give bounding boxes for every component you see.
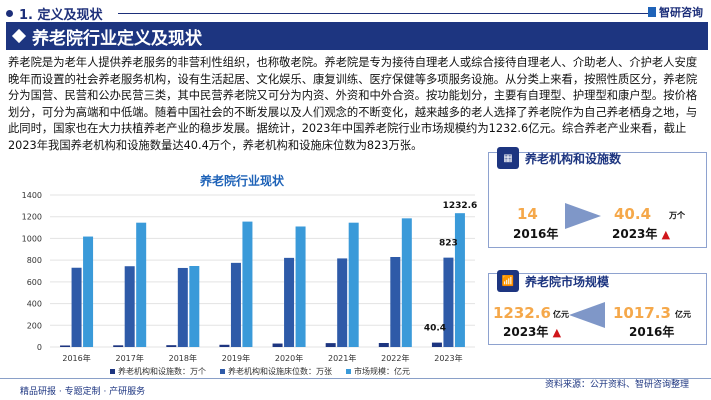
legend-label: 养老机构和设施数：万个 bbox=[118, 366, 206, 376]
to-unit: 万个 bbox=[669, 211, 685, 220]
brand-name: 智研咨询 bbox=[659, 6, 703, 19]
bar bbox=[166, 345, 177, 347]
divider bbox=[118, 13, 648, 14]
up-arrow-icon: ▲ bbox=[661, 228, 671, 241]
legend-label: 市场规模：亿元 bbox=[354, 366, 410, 376]
to-value: 1232.6 bbox=[493, 304, 551, 322]
intro-paragraph: 养老院是为老年人提供养老服务的非营利性组织，也称敬老院。养老院是专为接待自理老人… bbox=[8, 56, 698, 152]
x-tick-label: 2018年 bbox=[169, 353, 197, 363]
card-title: 养老机构和设施数 bbox=[525, 151, 622, 166]
bar bbox=[443, 257, 454, 347]
section-heading: 1. 定义及现状 bbox=[6, 4, 103, 23]
source-note: 资料来源：公开资料、智研咨询整理 bbox=[545, 380, 690, 390]
arrow-left-icon bbox=[569, 302, 605, 328]
to-unit: 亿元 bbox=[553, 310, 569, 319]
x-tick-label: 2019年 bbox=[222, 353, 250, 363]
bar bbox=[348, 222, 359, 347]
legend-label: 养老机构和设施床位数：万张 bbox=[228, 366, 332, 376]
x-tick-label: 2023年 bbox=[434, 353, 462, 363]
bar bbox=[454, 213, 465, 347]
x-tick-label: 2020年 bbox=[275, 353, 303, 363]
to-value: 40.4 bbox=[614, 205, 652, 223]
title-bar: 养老院行业定义及现状 bbox=[6, 22, 708, 50]
chart-icon: 📶 bbox=[497, 270, 519, 292]
bar bbox=[337, 258, 348, 347]
page-title: 养老院行业定义及现状 bbox=[32, 28, 202, 49]
brand-logo: 智研咨询 bbox=[648, 4, 703, 20]
diamond-icon bbox=[11, 28, 27, 44]
x-tick-label: 2016年 bbox=[62, 353, 90, 363]
bar bbox=[272, 343, 283, 347]
x-tick-label: 2017年 bbox=[116, 353, 144, 363]
bar bbox=[71, 267, 82, 347]
logo-icon bbox=[648, 7, 656, 17]
bar bbox=[325, 343, 336, 347]
bar bbox=[295, 226, 306, 347]
y-tick-label: 1200 bbox=[22, 213, 42, 222]
card-market-size: 📶 养老院市场规模 1232.6 亿元 2023年 ▲ 1017.3 亿元 201… bbox=[488, 270, 707, 345]
y-tick-label: 1000 bbox=[22, 234, 42, 243]
y-tick-label: 600 bbox=[27, 278, 42, 287]
legend-swatch bbox=[220, 369, 225, 374]
bar bbox=[136, 222, 147, 347]
to-year: 2023年 bbox=[503, 325, 549, 339]
legend-swatch bbox=[346, 369, 351, 374]
data-label: 40.4 bbox=[424, 324, 446, 334]
footer-line bbox=[0, 378, 711, 379]
from-value: 1017.3 bbox=[613, 304, 671, 322]
building-icon: ▦ bbox=[497, 147, 519, 169]
chart-title: 养老院行业现状 bbox=[200, 174, 285, 188]
bar bbox=[390, 256, 401, 347]
bar bbox=[284, 257, 295, 347]
bar bbox=[113, 345, 124, 347]
bullet-icon bbox=[6, 10, 13, 17]
arrow-right-icon bbox=[565, 203, 601, 229]
bar bbox=[378, 342, 389, 347]
bar bbox=[60, 345, 71, 347]
bar bbox=[124, 266, 135, 347]
y-tick-label: 800 bbox=[27, 256, 42, 265]
legend-swatch bbox=[110, 369, 115, 374]
section-label: 1. 定义及现状 bbox=[19, 8, 103, 23]
bar bbox=[401, 218, 412, 347]
bar bbox=[242, 221, 253, 347]
y-tick-label: 0 bbox=[37, 343, 42, 352]
x-tick-label: 2021年 bbox=[328, 353, 356, 363]
bar bbox=[177, 267, 188, 347]
from-year: 2016年 bbox=[513, 227, 559, 241]
x-tick-label: 2022年 bbox=[381, 353, 409, 363]
up-arrow-icon: ▲ bbox=[552, 326, 562, 339]
from-value: 14 bbox=[517, 205, 538, 223]
bar bbox=[230, 262, 241, 347]
bar bbox=[219, 344, 230, 347]
bar bbox=[189, 266, 200, 347]
data-label: 823 bbox=[439, 239, 458, 249]
bar bbox=[431, 342, 442, 347]
bar bbox=[83, 236, 94, 347]
card-institutions: ▦ 养老机构和设施数 14 万个 2016年 40.4 万个 2023年 ▲ bbox=[488, 147, 707, 248]
y-tick-label: 1400 bbox=[22, 191, 42, 200]
from-year: 2016年 bbox=[629, 325, 675, 339]
from-unit: 亿元 bbox=[675, 310, 691, 319]
footer-slogan: 精品研报 · 专题定制 · 产研服务 bbox=[20, 387, 146, 397]
data-label: 1232.6 bbox=[443, 201, 478, 211]
card-title: 养老院市场规模 bbox=[525, 274, 610, 289]
to-year: 2023年 bbox=[612, 227, 658, 241]
y-tick-label: 400 bbox=[27, 300, 42, 309]
y-tick-label: 200 bbox=[27, 321, 42, 330]
bar-chart: 0 200 400 600 800 1000 1200 1400 2016年 2017年 2018年… bbox=[22, 191, 478, 376]
